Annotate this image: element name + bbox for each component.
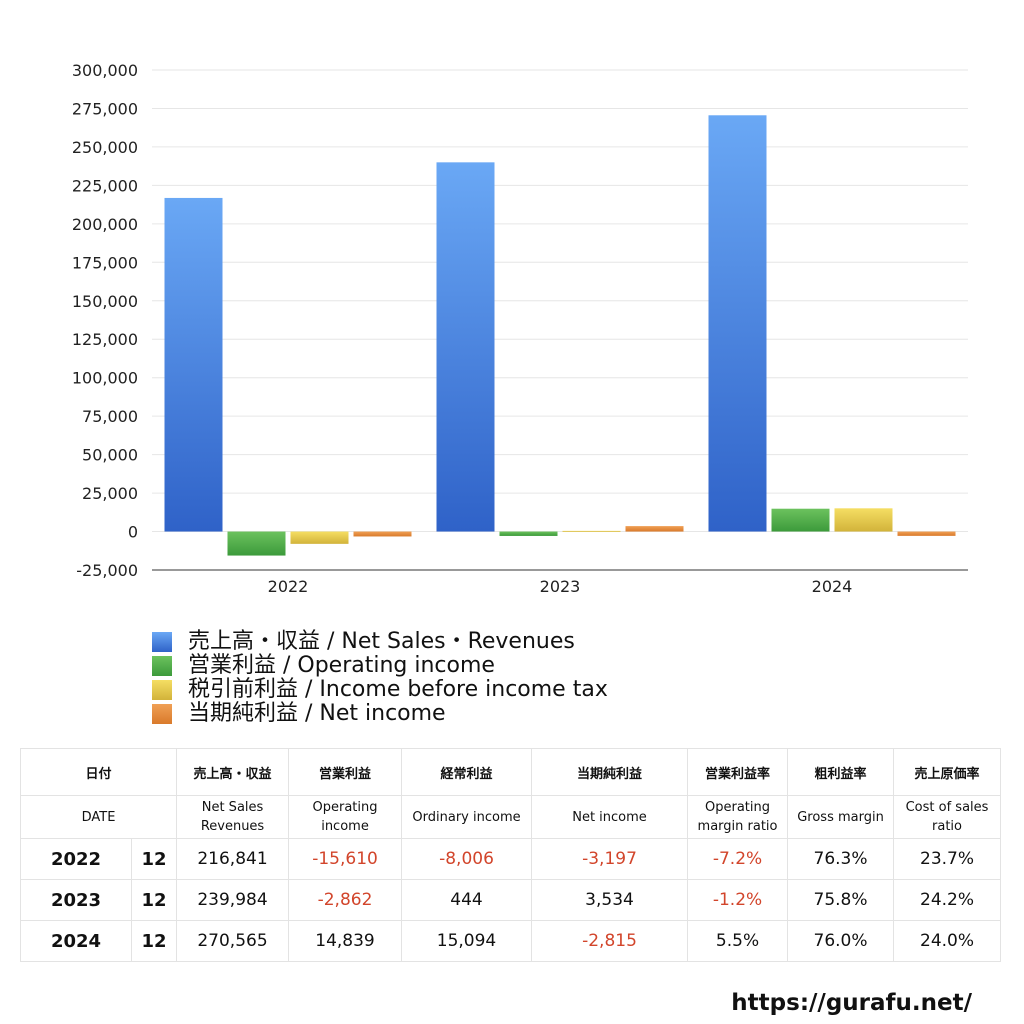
table-row: 2022 12 216,841 -15,610 -8,006 -3,197 -7… bbox=[20, 838, 1002, 880]
cell-net-income: 3,534 bbox=[531, 879, 689, 921]
header-gross-margin-ja: 粗利益率 bbox=[787, 748, 895, 796]
x-axis: 2022 2023 2024 bbox=[152, 569, 968, 596]
bar-2024-series-1 bbox=[708, 115, 767, 532]
cell-operating-income: -15,610 bbox=[288, 838, 403, 880]
bar-2023-series-2 bbox=[499, 531, 558, 536]
row-month: 12 bbox=[130, 920, 178, 962]
bar-2023-series-3 bbox=[562, 530, 621, 532]
legend-swatch bbox=[152, 704, 172, 724]
legend-item: 売上高・収益 / Net Sales・Revenues bbox=[152, 630, 608, 654]
cell-operating-margin: -1.2% bbox=[687, 879, 789, 921]
legend: 売上高・収益 / Net Sales・Revenues 営業利益 / Operat… bbox=[152, 630, 608, 726]
y-tick-label: 250,000 bbox=[72, 138, 138, 157]
x-tick-label: 2023 bbox=[540, 577, 581, 596]
cell-operating-income: 14,839 bbox=[288, 920, 403, 962]
row-month: 12 bbox=[130, 879, 178, 921]
y-axis-ticks: -25,000 0 25,000 50,000 75,000 100,000 125,000… bbox=[72, 61, 138, 580]
cell-ordinary-income: -8,006 bbox=[401, 838, 533, 880]
y-tick-label: 125,000 bbox=[72, 330, 138, 349]
row-year: 2024 bbox=[20, 920, 132, 962]
row-year: 2022 bbox=[20, 838, 132, 880]
gridlines bbox=[152, 69, 968, 533]
bar-2024-series-4 bbox=[897, 531, 956, 536]
header-net-income-en: Net income bbox=[531, 795, 689, 839]
legend-item: 税引前利益 / Income before income tax bbox=[152, 678, 608, 702]
header-operating-margin-en: Operating margin ratio bbox=[687, 795, 789, 839]
header-operating-income-en: Operating income bbox=[288, 795, 403, 839]
x-tick-label: 2022 bbox=[268, 577, 309, 596]
y-tick-label: 150,000 bbox=[72, 292, 138, 311]
table-row: 2024 12 270,565 14,839 15,094 -2,815 5.5… bbox=[20, 920, 1002, 962]
header-row-ja: 日付 売上高・収益 営業利益 経常利益 当期純利益 営業利益率 粗利益率 売上原… bbox=[19, 748, 1002, 796]
cell-operating-margin: -7.2% bbox=[687, 838, 789, 880]
bars bbox=[164, 115, 956, 556]
cell-gross-margin: 75.8% bbox=[787, 879, 895, 921]
legend-swatch bbox=[152, 680, 172, 700]
cell-cost-of-sales: 24.2% bbox=[893, 879, 1002, 921]
header-date-en: DATE bbox=[19, 795, 178, 839]
row-month: 12 bbox=[130, 838, 178, 880]
y-tick-label: 175,000 bbox=[72, 253, 138, 272]
site-url[interactable]: https://gurafu.net/ bbox=[731, 990, 972, 1016]
cell-operating-margin: 5.5% bbox=[687, 920, 789, 962]
cell-ordinary-income: 444 bbox=[401, 879, 533, 921]
bar-2022-series-4 bbox=[353, 531, 412, 537]
bar-2022-series-2 bbox=[227, 531, 286, 556]
legend-swatch bbox=[152, 656, 172, 676]
row-year: 2023 bbox=[20, 879, 132, 921]
y-tick-label: 200,000 bbox=[72, 215, 138, 234]
bar-2024-series-2 bbox=[771, 508, 830, 532]
bar-2023-series-1 bbox=[436, 162, 495, 532]
y-tick-label: 0 bbox=[128, 523, 138, 542]
bar-2024-series-3 bbox=[834, 508, 893, 532]
header-date-ja: 日付 bbox=[19, 748, 178, 796]
cell-gross-margin: 76.0% bbox=[787, 920, 895, 962]
cell-net-sales: 270,565 bbox=[176, 920, 290, 962]
cell-gross-margin: 76.3% bbox=[787, 838, 895, 880]
legend-item: 営業利益 / Operating income bbox=[152, 654, 608, 678]
legend-label: 営業利益 / Operating income bbox=[188, 653, 495, 678]
table-row: 2023 12 239,984 -2,862 444 3,534 -1.2% 7… bbox=[20, 879, 1002, 921]
y-tick-label: 275,000 bbox=[72, 99, 138, 118]
cell-cost-of-sales: 23.7% bbox=[893, 838, 1002, 880]
header-net-income-ja: 当期純利益 bbox=[531, 748, 689, 796]
header-ordinary-income-ja: 経常利益 bbox=[401, 748, 533, 796]
cell-net-income: -2,815 bbox=[531, 920, 689, 962]
cell-ordinary-income: 15,094 bbox=[401, 920, 533, 962]
x-tick-label: 2024 bbox=[812, 577, 853, 596]
header-net-sales-ja: 売上高・収益 bbox=[176, 748, 290, 796]
bar-chart: -25,000 0 25,000 50,000 75,000 100,000 125,000… bbox=[72, 61, 968, 596]
header-operating-margin-ja: 営業利益率 bbox=[687, 748, 789, 796]
legend-label: 税引前利益 / Income before income tax bbox=[188, 677, 608, 702]
bar-2022-series-1 bbox=[164, 197, 223, 532]
y-tick-label: 50,000 bbox=[82, 446, 138, 465]
y-tick-label: 75,000 bbox=[82, 407, 138, 426]
header-cost-of-sales-en: Cost of sales ratio bbox=[893, 795, 1002, 839]
legend-item: 当期純利益 / Net income bbox=[152, 702, 608, 726]
bar-2022-series-3 bbox=[290, 531, 349, 544]
cell-cost-of-sales: 24.0% bbox=[893, 920, 1002, 962]
header-ordinary-income-en: Ordinary income bbox=[401, 795, 533, 839]
cell-net-income: -3,197 bbox=[531, 838, 689, 880]
y-tick-label: -25,000 bbox=[76, 561, 138, 580]
bar-2023-series-4 bbox=[625, 526, 684, 532]
y-tick-label: 25,000 bbox=[82, 484, 138, 503]
cell-net-sales: 216,841 bbox=[176, 838, 290, 880]
cell-operating-income: -2,862 bbox=[288, 879, 403, 921]
financial-table: 日付 売上高・収益 営業利益 経常利益 当期純利益 営業利益率 粗利益率 売上原… bbox=[19, 748, 1002, 962]
y-tick-label: 100,000 bbox=[72, 369, 138, 388]
legend-label: 当期純利益 / Net income bbox=[188, 701, 446, 726]
header-cost-of-sales-ja: 売上原価率 bbox=[893, 748, 1002, 796]
legend-swatch bbox=[152, 632, 172, 652]
cell-net-sales: 239,984 bbox=[176, 879, 290, 921]
header-gross-margin-en: Gross margin bbox=[787, 795, 895, 839]
legend-label: 売上高・収益 / Net Sales・Revenues bbox=[188, 629, 575, 654]
y-tick-label: 300,000 bbox=[72, 61, 138, 80]
header-net-sales-en: Net Sales Revenues bbox=[176, 795, 290, 839]
header-operating-income-ja: 営業利益 bbox=[288, 748, 403, 796]
header-row-en: DATE Net Sales Revenues Operating income… bbox=[19, 795, 1002, 839]
y-tick-label: 225,000 bbox=[72, 176, 138, 195]
